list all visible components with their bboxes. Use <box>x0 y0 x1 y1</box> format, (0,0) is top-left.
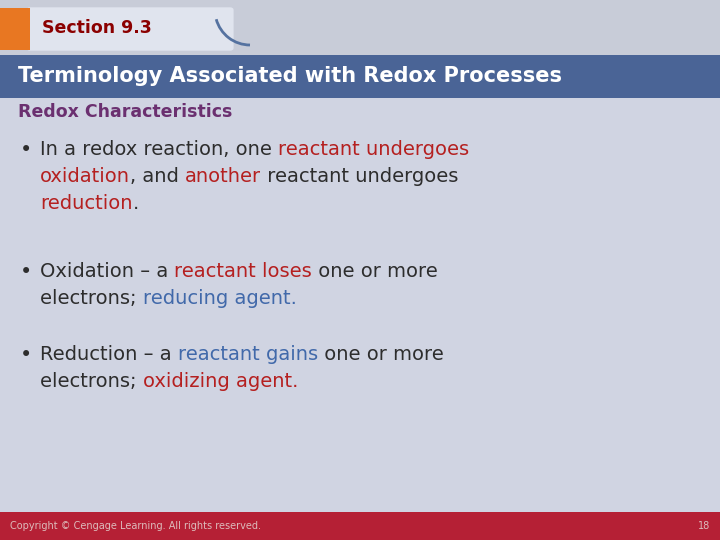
Text: electrons;: electrons; <box>40 289 143 308</box>
Text: reactant undergoes: reactant undergoes <box>261 167 459 186</box>
Text: one or more: one or more <box>312 262 438 281</box>
Text: reactant gains: reactant gains <box>178 345 318 364</box>
Text: electrons;: electrons; <box>40 372 143 391</box>
Text: Oxidation – a: Oxidation – a <box>40 262 174 281</box>
Text: Section 9.3: Section 9.3 <box>42 19 152 37</box>
Bar <box>0 512 720 540</box>
Text: •: • <box>20 140 32 160</box>
Text: oxidation: oxidation <box>40 167 130 186</box>
Text: •: • <box>20 345 32 365</box>
Bar <box>0 0 720 55</box>
Text: Redox Characteristics: Redox Characteristics <box>18 103 233 121</box>
Text: Reduction – a: Reduction – a <box>40 345 178 364</box>
Text: In a redox reaction, one: In a redox reaction, one <box>40 140 278 159</box>
Text: oxidizing agent.: oxidizing agent. <box>143 372 298 391</box>
FancyBboxPatch shape <box>27 8 233 51</box>
Text: 18: 18 <box>698 521 710 531</box>
Text: another: another <box>185 167 261 186</box>
Text: , and: , and <box>130 167 185 186</box>
Text: reduction: reduction <box>40 194 132 213</box>
Text: reducing agent.: reducing agent. <box>143 289 297 308</box>
Text: Copyright © Cengage Learning. All rights reserved.: Copyright © Cengage Learning. All rights… <box>10 521 261 531</box>
Text: reactant loses: reactant loses <box>174 262 312 281</box>
Text: Terminology Associated with Redox Processes: Terminology Associated with Redox Proces… <box>18 66 562 86</box>
Text: reactant undergoes: reactant undergoes <box>278 140 469 159</box>
Bar <box>0 8 30 50</box>
Text: .: . <box>132 194 139 213</box>
Text: •: • <box>20 262 32 282</box>
Text: one or more: one or more <box>318 345 444 364</box>
Bar <box>0 55 720 98</box>
